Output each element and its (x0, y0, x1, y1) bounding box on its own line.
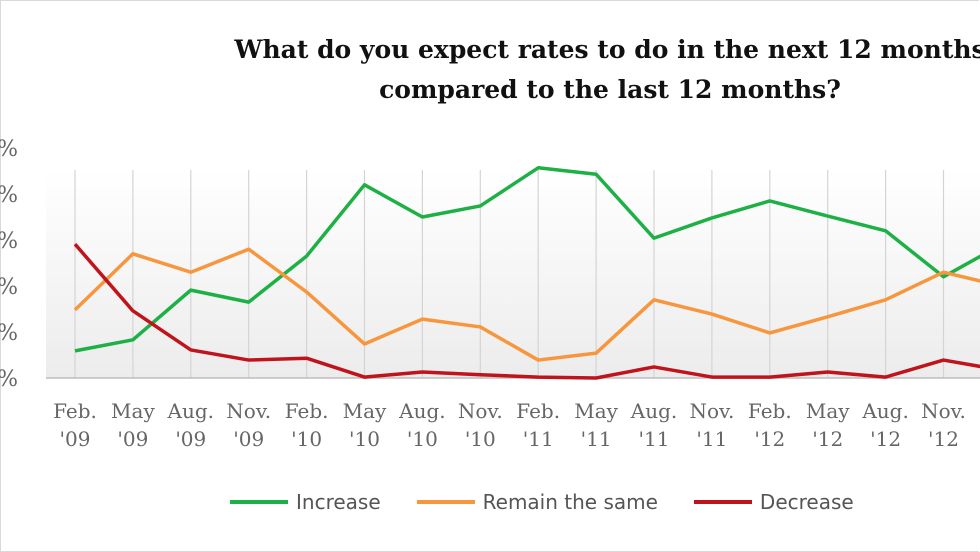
x-tick-label: May (806, 399, 850, 423)
legend-label: Increase (296, 490, 381, 514)
x-tick-label: '11 (523, 427, 554, 451)
y-tick-label: 20% (0, 275, 18, 300)
x-tick-label: '10 (349, 427, 380, 451)
x-tick-label: May (343, 399, 387, 423)
y-tick-label: 40% (0, 183, 18, 208)
x-tick-label: '12 (812, 427, 843, 451)
plot-area (46, 170, 980, 378)
legend-label: Decrease (759, 490, 854, 514)
legend-item: Increase (230, 490, 381, 514)
x-tick-label: Aug. (398, 399, 445, 423)
x-tick-label: '09 (117, 427, 148, 451)
chart-title: What do you expect rates to do in the ne… (110, 30, 980, 110)
y-tick-label: 30% (0, 229, 18, 254)
chart-title-line-2: compared to the last 12 months? (379, 75, 841, 104)
legend-swatch (416, 500, 475, 504)
x-tick-label: Feb. (285, 399, 329, 423)
x-tick-label: '09 (233, 427, 264, 451)
x-tick-label: Nov. (226, 399, 271, 423)
x-tick-label: Feb. (53, 399, 97, 423)
legend: Increase Remain the same Decrease (230, 490, 854, 514)
x-tick-label: Nov. (458, 399, 503, 423)
x-tick-label: Nov. (689, 399, 734, 423)
y-tick-label: 0% (0, 367, 18, 392)
x-tick-label: May (574, 399, 618, 423)
x-tick-label: '10 (407, 427, 438, 451)
legend-item: Decrease (693, 490, 854, 514)
y-tick-label: 10% (0, 321, 18, 346)
x-tick-label: Feb. (748, 399, 792, 423)
chart-title-line-1: What do you expect rates to do in the ne… (234, 35, 980, 64)
x-tick-label: '11 (581, 427, 612, 451)
x-tick-label: '09 (60, 427, 91, 451)
x-tick-label: '11 (696, 427, 727, 451)
x-tick-label: May (111, 399, 155, 423)
legend-item: Remain the same (416, 490, 658, 514)
x-tick-label: Feb. (516, 399, 560, 423)
x-tick-label: '12 (754, 427, 785, 451)
x-tick-label: '09 (175, 427, 206, 451)
y-tick-label: 50% (0, 137, 18, 162)
x-tick-label: Nov. (921, 399, 966, 423)
x-tick-label: '10 (291, 427, 322, 451)
x-tick-label: '12 (928, 427, 959, 451)
x-tick-label: Aug. (167, 399, 214, 423)
x-tick-label: Aug. (630, 399, 677, 423)
x-tick-label: '12 (870, 427, 901, 451)
x-tick-label: '11 (639, 427, 670, 451)
legend-label: Remain the same (482, 490, 658, 514)
x-tick-label: '10 (465, 427, 496, 451)
legend-swatch (230, 500, 288, 504)
x-tick-label: Aug. (861, 399, 908, 423)
legend-swatch (693, 500, 752, 504)
